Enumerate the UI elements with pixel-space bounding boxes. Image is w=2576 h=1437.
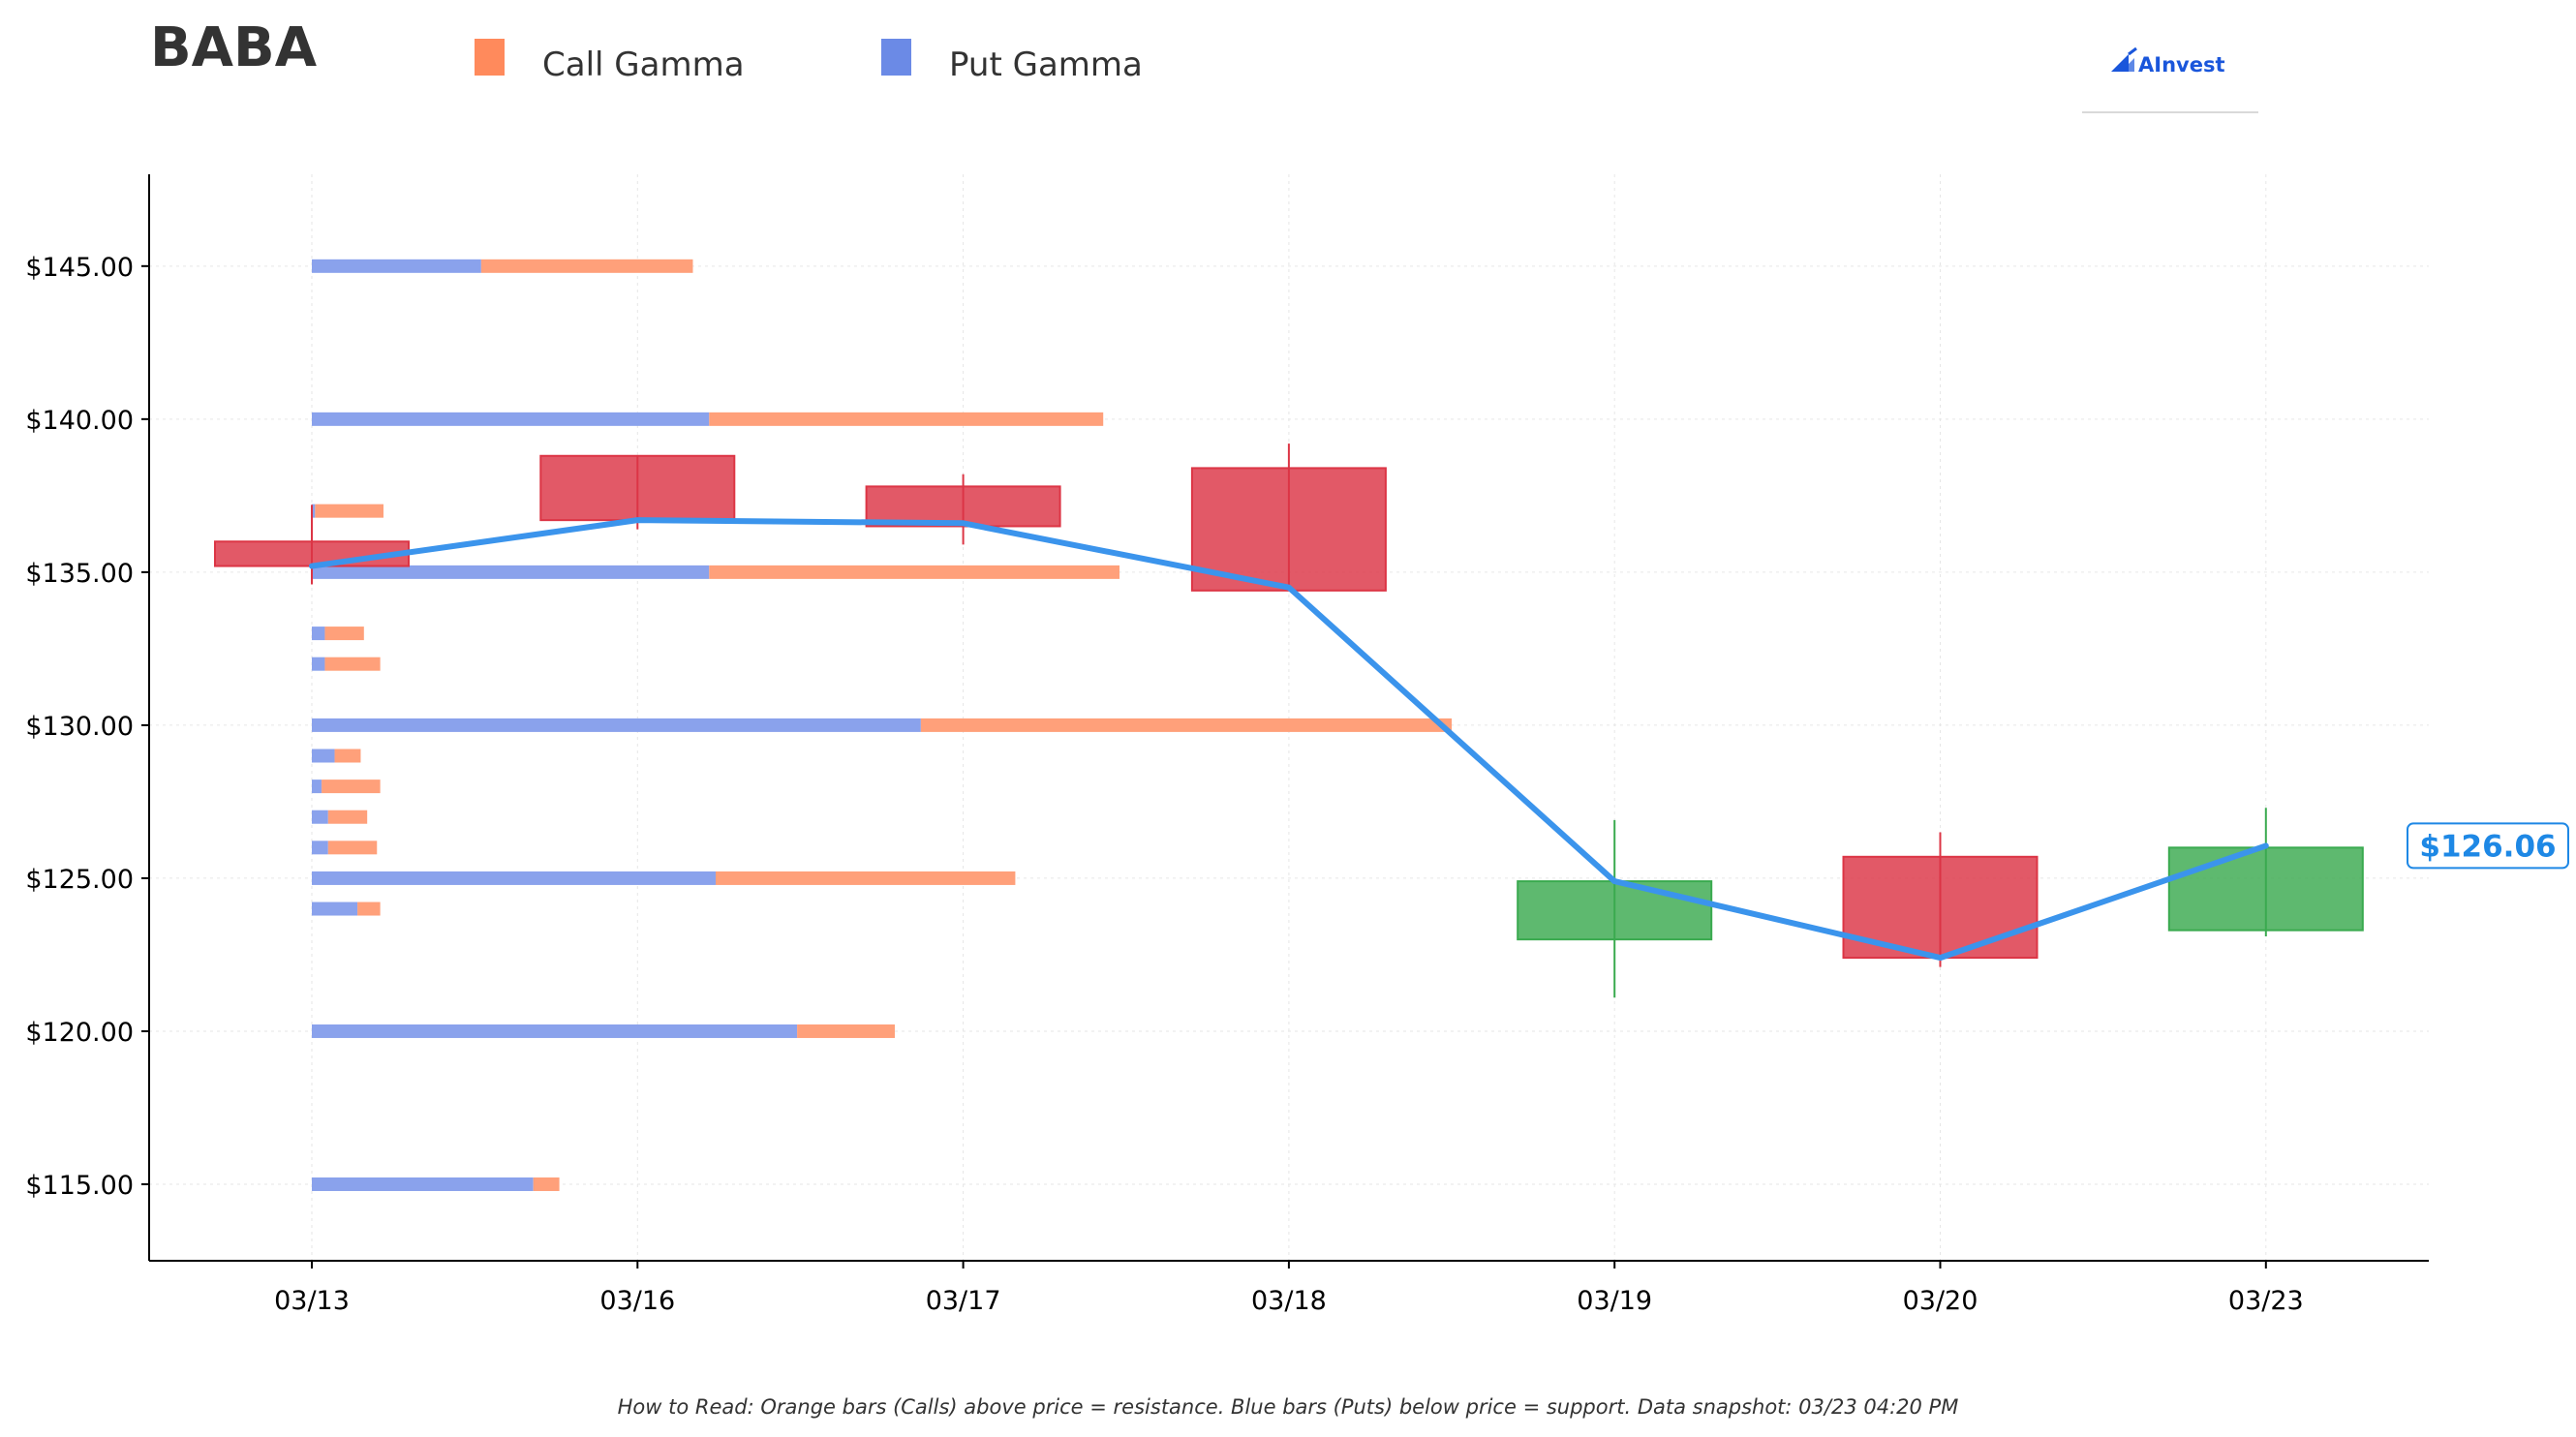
call-gamma-bar <box>315 504 383 518</box>
call-gamma-bar <box>327 810 368 824</box>
chart-title: BABA <box>150 16 318 79</box>
put-gamma-bar <box>312 1024 798 1038</box>
call-gamma-bar <box>480 259 693 273</box>
y-tick-label: $140.00 <box>25 406 134 436</box>
y-tick-label: $145.00 <box>25 253 134 283</box>
legend-swatch-call-gamma <box>475 39 505 76</box>
call-gamma-bar <box>716 871 1016 885</box>
put-gamma-bar <box>312 902 358 916</box>
put-gamma-bar <box>312 565 710 579</box>
legend-swatch-put-gamma <box>881 39 911 76</box>
call-gamma-bar <box>327 841 378 855</box>
put-gamma-bar <box>312 1177 534 1191</box>
call-gamma-bar <box>533 1177 560 1191</box>
candle-body <box>539 454 736 522</box>
x-tick-label: 03/19 <box>1577 1286 1652 1316</box>
close-line-path <box>309 517 2269 962</box>
call-gamma-bar <box>324 627 364 641</box>
call-gamma-bar <box>324 657 381 671</box>
grid-lines <box>149 174 2429 1261</box>
y-axis-ticks: $145.00 $140.00 $135.00 $130.00 $125.00 $120.… <box>25 253 149 1201</box>
x-tick-label: 03/17 <box>926 1286 1001 1316</box>
put-gamma-bar <box>312 810 328 824</box>
call-gamma-bar <box>322 780 381 794</box>
candle-body <box>1517 880 1713 941</box>
call-gamma-bar <box>709 412 1104 426</box>
last-price-label-box <box>2407 822 2569 870</box>
gamma-bars <box>312 259 1453 1191</box>
y-tick-label: $135.00 <box>25 559 134 589</box>
put-gamma-bar <box>312 259 481 273</box>
call-gamma-bar <box>357 902 381 916</box>
put-gamma-bar <box>312 412 710 426</box>
y-tick-label: $120.00 <box>25 1018 134 1048</box>
y-tick-label: $115.00 <box>25 1171 134 1201</box>
last-price-label: $126.06 <box>2407 822 2569 870</box>
put-gamma-bar <box>312 780 322 794</box>
x-tick-label: 03/23 <box>2228 1286 2304 1316</box>
call-gamma-bar <box>920 718 1453 732</box>
footnote: How to Read: Orange bars (Calls) above p… <box>618 1395 1959 1419</box>
put-gamma-bar <box>312 871 717 885</box>
y-tick-label: $130.00 <box>25 712 134 742</box>
candlesticks <box>214 443 2364 998</box>
legend-label-call-gamma: Call Gamma <box>542 46 745 84</box>
y-tick-label: $125.00 <box>25 865 134 895</box>
x-axis-ticks: 03/13 03/16 03/17 03/18 03/19 03/20 03/23 <box>274 1261 2304 1316</box>
call-gamma-bar <box>709 565 1120 579</box>
ainvest-logo: AInvest <box>2082 46 2258 113</box>
put-gamma-bar <box>312 627 325 641</box>
call-gamma-bar <box>334 749 361 763</box>
x-tick-label: 03/16 <box>599 1286 675 1316</box>
put-gamma-bar <box>312 749 335 763</box>
put-gamma-bar <box>312 718 921 732</box>
candle-body <box>214 540 410 567</box>
candle-body <box>865 485 1061 528</box>
call-gamma-bar <box>797 1024 895 1038</box>
legend-label-put-gamma: Put Gamma <box>949 46 1143 84</box>
logo-text: AInvest <box>2138 53 2225 76</box>
candle-body <box>1190 467 1387 592</box>
x-tick-label: 03/20 <box>1903 1286 1978 1316</box>
put-gamma-bar <box>312 504 316 518</box>
legend: Call Gamma Put Gamma <box>475 39 1143 84</box>
candle-body <box>2167 846 2364 932</box>
x-tick-label: 03/13 <box>274 1286 350 1316</box>
put-gamma-bar <box>312 657 325 671</box>
last-price-label-text: $126.06 <box>2419 829 2556 864</box>
x-tick-label: 03/18 <box>1251 1286 1327 1316</box>
close-price-line <box>309 517 2269 962</box>
ainvest-logo-icon <box>2111 46 2137 72</box>
put-gamma-bar <box>312 841 328 855</box>
